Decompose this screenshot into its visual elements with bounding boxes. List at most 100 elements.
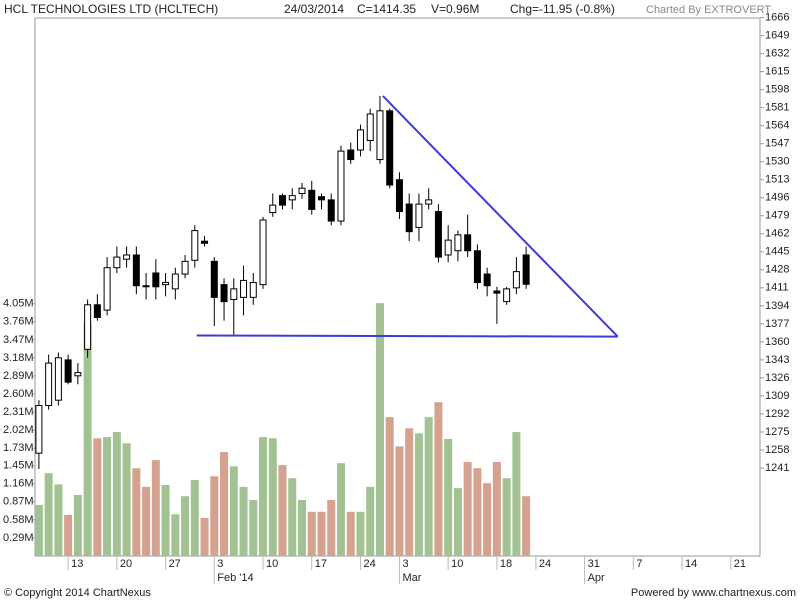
volume-bar <box>161 485 170 556</box>
month-tick-label: Feb '14 <box>217 572 253 584</box>
volume-bar <box>34 504 43 556</box>
volume-bar <box>453 488 462 556</box>
candle-body <box>84 304 92 350</box>
info-close: C=1414.35 <box>357 2 416 16</box>
candle-body <box>512 271 520 289</box>
candle-body <box>503 288 511 303</box>
volume-bar <box>220 451 229 556</box>
volume-tick-label: 0.58M <box>3 514 34 526</box>
y-tick-label: 1547 <box>765 138 789 150</box>
volume-tick-label: 3.47M <box>3 334 34 346</box>
x-tick-label: 24 <box>539 558 551 570</box>
candle-body <box>142 285 150 288</box>
x-tick-label: 10 <box>266 558 278 570</box>
y-tick-label: 1377 <box>765 318 789 330</box>
y-tick-label: 1598 <box>765 84 789 96</box>
volume-bar <box>181 496 190 556</box>
candle-body <box>54 357 62 401</box>
candle-body <box>64 359 72 383</box>
candle-body <box>386 110 394 186</box>
x-tick-label: 31 <box>588 558 600 570</box>
volume-bar <box>200 518 209 556</box>
y-tick-label: 1581 <box>765 102 789 114</box>
volume-bar <box>317 511 326 556</box>
footer-right: Powered by www.chartnexus.com <box>631 587 796 599</box>
credit: Charted By EXTROVERT <box>646 4 771 16</box>
candle-body <box>35 404 43 454</box>
candle-body <box>327 199 335 222</box>
candle-body <box>181 260 189 275</box>
volume-bar <box>268 438 277 556</box>
candle-body <box>191 230 199 261</box>
volume-tick-label: 2.31M <box>3 406 34 418</box>
volume-bar <box>502 478 511 556</box>
trend-line <box>382 95 619 338</box>
volume-tick-label: 0.87M <box>3 496 34 508</box>
volume-bar <box>239 486 248 556</box>
candle-body <box>279 195 287 206</box>
candle-body <box>405 203 413 233</box>
volume-bar <box>259 437 268 556</box>
candle-body <box>123 254 131 260</box>
volume-bar <box>346 511 355 556</box>
footer-left: © Copyright 2014 ChartNexus <box>4 587 151 599</box>
candle-body <box>240 279 248 298</box>
volume-bar <box>424 417 433 556</box>
candle-body <box>376 110 384 161</box>
candle-body <box>220 284 228 303</box>
candle-body <box>259 219 267 286</box>
candle-body <box>425 199 433 205</box>
candle-body <box>162 282 170 286</box>
y-tick-label: 1309 <box>765 390 789 402</box>
volume-bar <box>122 443 131 556</box>
volume-bar <box>385 417 394 556</box>
y-tick-label: 1479 <box>765 210 789 222</box>
volume-bar <box>44 473 53 556</box>
candle-body <box>444 239 452 256</box>
y-tick-label: 1632 <box>765 47 789 59</box>
volume-bar <box>395 446 404 556</box>
y-tick-label: 1360 <box>765 336 789 348</box>
x-tick-label: 24 <box>363 558 375 570</box>
volume-bar <box>492 461 501 556</box>
candle-body <box>298 187 306 194</box>
volume-tick-label: 4.05M <box>3 298 34 310</box>
candle-body <box>493 290 501 294</box>
candle-body <box>366 113 374 141</box>
volume-tick-label: 3.18M <box>3 352 34 364</box>
volume-bar <box>375 303 384 556</box>
candle-body <box>356 129 364 151</box>
volume-tick-label: 2.89M <box>3 370 34 382</box>
candle-body <box>230 288 238 300</box>
volume-bar <box>366 486 375 556</box>
y-tick-label: 1326 <box>765 372 789 384</box>
candle-body <box>74 372 82 377</box>
candle-body <box>415 203 423 228</box>
candle-body <box>454 234 462 252</box>
candle-body <box>434 211 442 258</box>
x-tick-label: 17 <box>315 558 327 570</box>
candle-body <box>347 149 355 161</box>
y-tick-label: 1343 <box>765 354 789 366</box>
candle-body <box>288 195 296 201</box>
month-tick-label: Apr <box>588 572 605 584</box>
y-tick-label: 1292 <box>765 408 789 420</box>
chart-title: HCL TECHNOLOGIES LTD (HCLTECH) <box>4 2 218 16</box>
x-tick-label: 10 <box>451 558 463 570</box>
volume-bar <box>83 323 92 556</box>
y-tick-label: 1445 <box>765 246 789 258</box>
volume-bar <box>112 432 121 556</box>
y-tick-label: 1564 <box>765 120 789 132</box>
candle-body <box>152 272 160 288</box>
volume-bar <box>229 466 238 556</box>
info-change: Chg=-11.95 (-0.8%) <box>510 2 615 16</box>
y-tick-label: 1496 <box>765 192 789 204</box>
y-tick-label: 1258 <box>765 444 789 456</box>
volume-bar <box>307 511 316 556</box>
candle-body <box>93 304 101 319</box>
candle-body <box>483 273 491 287</box>
y-tick-label: 1666 <box>765 11 789 23</box>
candle-body <box>171 273 179 290</box>
volume-bar <box>171 514 180 556</box>
